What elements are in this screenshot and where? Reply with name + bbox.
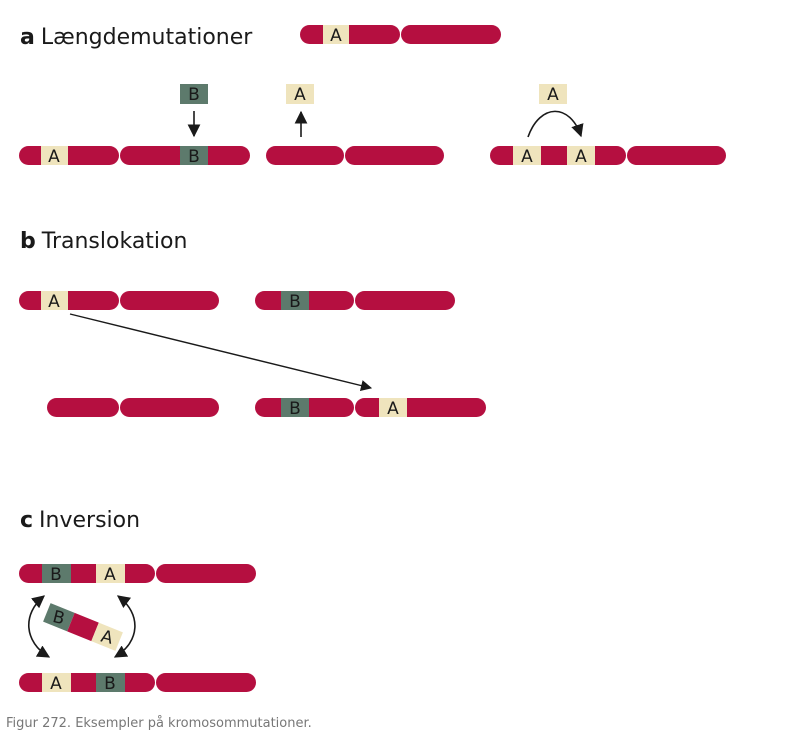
deletion-chromosome [266, 146, 444, 165]
segment-a [567, 146, 595, 165]
donor-chromosome-after [47, 398, 219, 417]
segment-label-b: B [188, 85, 200, 105]
inserted-segment-b: B [180, 84, 208, 105]
segment-label-a: A [48, 147, 60, 167]
segment-b [281, 291, 309, 310]
recipient-chromosome-before: B [255, 291, 455, 312]
segment-label-a: A [294, 85, 306, 105]
reference-chromosome: A [300, 25, 501, 46]
segment-label-a: A [547, 85, 559, 105]
segment-a [42, 673, 71, 692]
section-a-title: a Længdemutationer [20, 25, 253, 50]
segment-b [281, 398, 309, 417]
section-c-title: c Inversion [20, 508, 140, 533]
duplicated-segment-a: A [539, 84, 567, 105]
segment-label-b: B [289, 399, 301, 419]
deleted-segment-a: A [286, 84, 314, 105]
segment-a [539, 84, 567, 104]
chromosome-arm [300, 25, 400, 44]
chromosome-arm [19, 673, 155, 692]
segment-label-a: A [48, 292, 60, 312]
segment-a [513, 146, 541, 165]
segment-b [180, 146, 208, 165]
chromosome-arm [120, 398, 219, 417]
chromosome-arm [345, 146, 444, 165]
chromosome-arm [156, 673, 256, 692]
chromosome-arm [19, 291, 119, 310]
segment-a [41, 291, 68, 310]
segment-label-a: A [521, 147, 533, 167]
section-b-title: b Translokation [20, 229, 187, 254]
segment-a [41, 146, 68, 165]
chromosome-after-inversion: A B [19, 673, 256, 694]
segment-label-a: A [50, 674, 62, 694]
duplication-arrow [527, 110, 584, 138]
chromosome-arm [266, 146, 344, 165]
figure-caption: Figur 272. Eksempler på kromosommutation… [6, 716, 312, 731]
segment-a [379, 398, 407, 417]
section-c-diagram: B A B A A B [19, 564, 256, 694]
segment-label-a: A [575, 147, 587, 167]
segment-a [286, 84, 314, 104]
chromosome-arm [355, 291, 455, 310]
segment-b [42, 564, 71, 583]
chromosome-arm [47, 398, 119, 417]
inverted-segment: B A [43, 603, 123, 651]
section-a-diagram: A A B B A [19, 25, 726, 167]
segment-label-a: A [104, 565, 116, 585]
chromosome-arm [355, 398, 486, 417]
chromosome-arm [401, 25, 501, 44]
chromosome-before-inversion: B A [19, 564, 256, 585]
segment-label-b: B [188, 147, 200, 167]
section-b-diagram: A B B A [19, 291, 486, 419]
segment-b [180, 84, 208, 104]
chromosome-arm [120, 291, 219, 310]
insertion-chromosome: A B [19, 146, 250, 167]
segment-label-b: B [51, 607, 67, 629]
segment-label-b: B [50, 565, 62, 585]
segment-label-a: A [330, 26, 342, 46]
chromosome-arm [19, 564, 155, 583]
donor-chromosome-before: A [19, 291, 219, 312]
chromosome-arm [627, 146, 726, 165]
segment-label-a: A [99, 627, 115, 649]
segment-b [43, 603, 75, 632]
segment-b [96, 673, 125, 692]
chromosome-arm [19, 146, 119, 165]
inversion-arrow-right [113, 595, 136, 658]
segment-label-b: B [289, 292, 301, 312]
segment-label-a: A [387, 399, 399, 419]
chromosome-arm [490, 146, 626, 165]
segment-a [323, 25, 349, 44]
duplication-chromosome: A A [490, 146, 726, 167]
chromosome-arm [156, 564, 256, 583]
inversion-arrow-left [28, 595, 51, 658]
translocation-arrow [69, 313, 373, 392]
chromosome-arm [67, 612, 99, 642]
segment-a [96, 564, 125, 583]
recipient-chromosome-after: B A [255, 398, 486, 419]
segment-label-b: B [104, 674, 116, 694]
